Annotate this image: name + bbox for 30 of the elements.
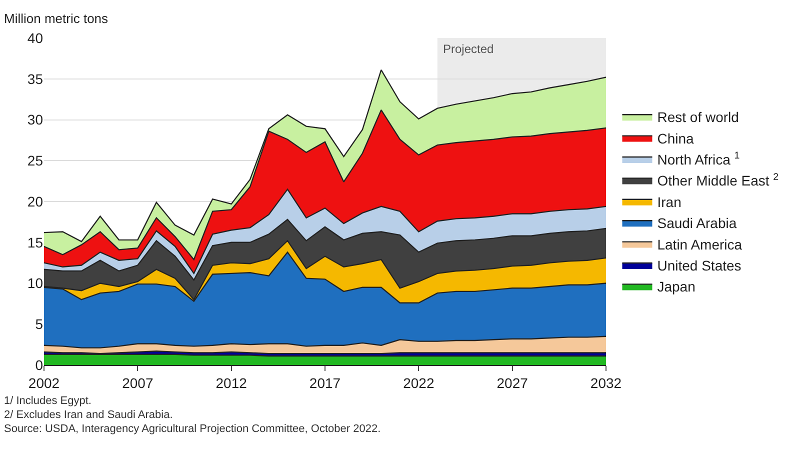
y-tick-label: 35 [27,70,44,87]
legend-label: North Africa $^{1}$ [657,150,740,168]
legend-label: China [657,130,694,146]
band-label: Projected [443,42,494,56]
x-tick-label: 2002 [28,374,60,391]
legend-label: Rest of world [657,109,739,126]
x-tick-label: 2007 [122,374,154,391]
source-note: Source: USDA, Interagency Agricultural Projection Committee, October 2022. [4,423,381,435]
y-tick-label: 30 [27,112,44,128]
y-tick-label: 20 [27,193,44,210]
text: 1/ Includes Egypt. [4,395,92,407]
legend-label: Saudi Arabia [657,215,737,232]
y-tick-label: 15 [27,234,44,250]
x-tick-label: 2012 [216,374,248,391]
text: 2/ Excludes Iran and Saudi Arabia. [4,409,173,421]
legend-label: Other Middle East $^{2}$ [657,172,779,189]
y-tick-label: 5 [35,316,44,332]
y-tick-label: 0 [35,356,44,373]
x-tick-label: 2032 [590,374,622,391]
y-axis-title: Million metric tons [4,11,109,26]
x-tick-label: 2027 [496,374,528,391]
legend-label: Latin America [657,236,742,252]
legend-label: Iran [657,194,682,210]
x-tick-label: 2022 [403,374,434,391]
legend-label: Japan [657,278,696,295]
y-tick-label: 40 [27,30,44,46]
legend-label: United States [657,257,742,274]
y-tick-label: 10 [27,275,44,292]
x-tick-label: 2017 [309,374,341,391]
y-tick-label: 25 [27,152,44,169]
